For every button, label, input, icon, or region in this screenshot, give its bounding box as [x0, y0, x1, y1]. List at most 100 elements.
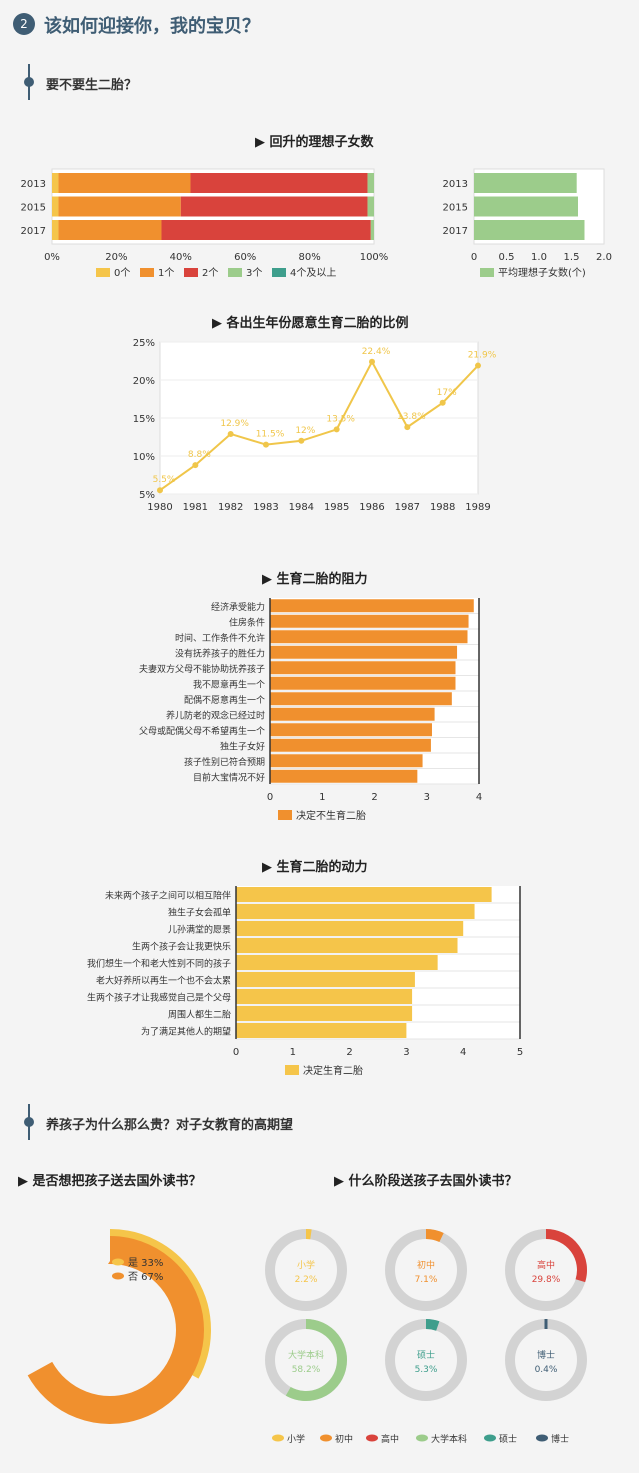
data-point: [227, 430, 234, 437]
legend-label: 决定生育二胎: [303, 1064, 363, 1077]
legend-label: 初中: [335, 1433, 353, 1445]
y-tick-label: 25%: [133, 338, 155, 349]
data-point: [475, 362, 481, 369]
y-tick-label: 2015: [21, 203, 46, 214]
legend-label: 硕士: [499, 1433, 517, 1445]
bar-segment: [161, 220, 371, 240]
ring-value: 5.3%: [415, 1365, 438, 1375]
section-marker-dot: [24, 1117, 34, 1127]
bar: [236, 972, 415, 987]
legend-marker: [484, 1434, 496, 1442]
data-label: 5.5%: [153, 475, 176, 485]
legend-swatch: [480, 268, 494, 277]
ring-label: 高中: [537, 1259, 555, 1271]
ring-label: 小学: [297, 1259, 315, 1271]
series-line: [159, 359, 479, 492]
data-label: 12.9%: [220, 419, 249, 429]
x-tick-label: 4: [460, 1047, 466, 1058]
bar: [270, 614, 469, 628]
header-title: 该如何迎接你，我的宝贝？: [44, 16, 260, 37]
legend-marker: [536, 1434, 548, 1442]
bar: [270, 738, 431, 752]
x-tick-label: 40%: [170, 252, 192, 263]
motivation-bar-chart: 未来两个孩子之间可以相互陪伴独生子女会孤单儿孙满堂的愿景生两个孩子会让我更快乐我…: [87, 886, 523, 1077]
category-label: 配偶不愿意再生一个: [184, 694, 265, 706]
chart-title-resistance: ▶ 生育二胎的阻力: [262, 572, 368, 587]
legend-label: 小学: [287, 1433, 305, 1445]
bar: [270, 661, 456, 675]
header: 2 该如何迎接你，我的宝贝？: [0, 0, 639, 54]
legend-label: 决定不生育二胎: [296, 809, 366, 822]
x-tick-label: 5: [517, 1047, 523, 1058]
category-label: 夫妻双方父母不能协助抚养孩子: [139, 663, 265, 675]
data-label: 21.9%: [468, 351, 497, 361]
bar: [236, 921, 464, 936]
legend-label: 3个: [246, 267, 262, 279]
category-label: 时间、工作条件不允许: [175, 632, 265, 644]
x-tick-label: 20%: [105, 252, 127, 263]
legend-label: 博士: [551, 1433, 569, 1445]
legend-label: 0个: [114, 267, 130, 279]
data-point: [439, 399, 446, 406]
ideal-stacked-chart: 2013 2015 2017 0% 20% 40% 60% 80% 100% 0个 1个 2个 3个 4个…: [21, 168, 388, 279]
x-tick-label: 1980: [147, 502, 172, 513]
ring-label: 博士: [537, 1349, 555, 1361]
data-label: 17%: [437, 388, 457, 398]
category-label: 儿孙满堂的愿景: [168, 924, 231, 936]
bar-segment: [52, 196, 59, 217]
y-tick-label: 20%: [133, 376, 155, 387]
ring-value: 0.4%: [535, 1365, 558, 1375]
category-label: 周围人都生二胎: [168, 1009, 231, 1021]
ring-value: 58.2%: [292, 1365, 321, 1375]
y-tick-label: 15%: [133, 414, 155, 425]
y-tick-label: 2017: [21, 226, 46, 237]
header-number-badge: 2: [13, 13, 35, 35]
bar: [236, 955, 438, 970]
category-label: 未来两个孩子之间可以相互陪伴: [105, 890, 231, 902]
ring-label: 初中: [417, 1259, 435, 1271]
legend-label: 平均理想子女数(个): [498, 266, 586, 279]
x-tick-label: 80%: [298, 252, 320, 263]
category-label: 为了满足其他人的期望: [141, 1026, 231, 1038]
ring-slice: [425, 1319, 440, 1331]
bar-segment: [367, 196, 374, 217]
x-tick-label: 1.5: [564, 252, 580, 263]
ring-slice: [285, 1319, 347, 1401]
x-tick-label: 4: [476, 792, 482, 803]
ring-value: 7.1%: [415, 1275, 438, 1285]
x-tick-label: 0.5: [499, 252, 515, 263]
legend-marker: [366, 1434, 378, 1442]
data-point: [333, 426, 340, 433]
legend-label: 高中: [381, 1433, 399, 1445]
bar-segment: [370, 220, 374, 240]
legend-swatch: [278, 810, 292, 820]
category-label: 父母或配偶父母不希望再生一个: [139, 725, 265, 737]
bar-segment: [58, 173, 191, 193]
legend-marker-no: [112, 1272, 124, 1280]
bar-segment: [52, 220, 59, 240]
bar: [474, 173, 577, 193]
data-point: [369, 358, 375, 365]
x-tick-label: 1982: [218, 502, 243, 513]
x-tick-label: 1986: [359, 502, 384, 513]
y-tick-label: 2013: [443, 179, 468, 190]
chart-title-birth-year: ▶ 各出生年份愿意生育二胎的比例: [212, 316, 409, 331]
legend-swatch: [272, 268, 286, 277]
data-point: [192, 462, 199, 469]
x-tick-label: 2: [371, 792, 377, 803]
ring-label: 大学本科: [288, 1349, 324, 1361]
section-title-education: 养孩子为什么那么贵？对子女教育的高期望: [46, 1118, 294, 1133]
x-tick-label: 1989: [465, 502, 490, 513]
legend-label: 大学本科: [431, 1433, 467, 1445]
bar: [474, 196, 578, 217]
category-label: 经济承受能力: [211, 601, 265, 613]
bar: [474, 220, 585, 240]
bar: [236, 938, 458, 953]
x-tick-label: 60%: [234, 252, 256, 263]
x-tick-label: 1983: [253, 502, 278, 513]
data-point: [263, 441, 269, 448]
bar: [270, 707, 435, 721]
legend-swatch: [228, 268, 242, 277]
chart-title-abroad: ▶ 是否想把孩子送去国外读书？: [18, 1174, 202, 1189]
legend-label: 4个及以上: [290, 267, 336, 279]
